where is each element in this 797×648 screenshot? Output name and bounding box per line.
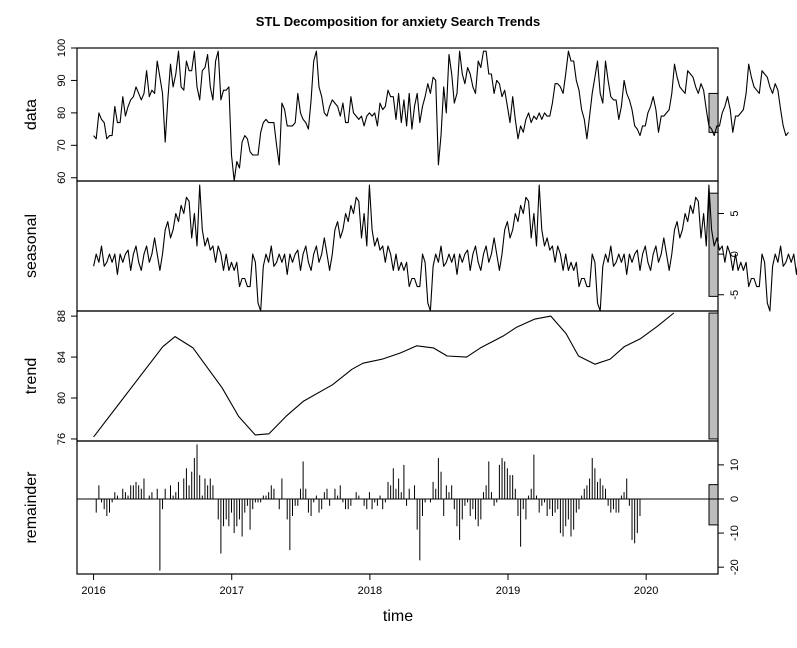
range-bar xyxy=(708,312,719,440)
panel-frame xyxy=(76,440,719,575)
y-tick-label: 60 xyxy=(56,172,68,184)
x-axis-label: time xyxy=(383,608,413,625)
panel-frame xyxy=(76,310,719,442)
y-tick-label: 90 xyxy=(56,74,68,86)
y-tick-label: 80 xyxy=(56,392,68,404)
panel-frame xyxy=(76,180,719,312)
range-bar xyxy=(708,92,719,133)
range-bar xyxy=(708,484,719,526)
y-tick-label: 0 xyxy=(729,496,741,502)
x-tick-label: 2019 xyxy=(496,585,520,597)
chart-title: STL Decomposition for anxiety Search Tre… xyxy=(256,14,540,29)
y-tick-label: 80 xyxy=(56,107,68,119)
y-tick-label: -10 xyxy=(729,525,741,541)
panel-data: data 60 70 80 90 100 xyxy=(23,39,789,184)
y-axis-label: seasonal xyxy=(23,214,40,278)
y-tick-label: 5 xyxy=(729,210,741,216)
x-tick-label: 2020 xyxy=(634,585,658,597)
y-axis-label: remainder xyxy=(23,471,40,544)
panel-trend: trend 76 80 84 88 xyxy=(23,310,719,445)
series-line-data xyxy=(93,50,789,182)
y-axis-label: trend xyxy=(23,358,40,394)
y-tick-label: 88 xyxy=(56,310,68,322)
y-tick-label: 10 xyxy=(729,459,741,471)
panel-frame xyxy=(76,47,719,182)
panel-remainder: remainder -20 -10 0 10 xyxy=(23,440,741,575)
y-axis-label: data xyxy=(23,99,40,130)
panels: data 60 70 80 90 100 seasonal -5 0 5 trend 76 80 84 88… xyxy=(23,39,797,575)
x-tick-label: 2016 xyxy=(81,585,105,597)
series-line-trend xyxy=(93,312,675,438)
panel-seasonal: seasonal-505 xyxy=(23,180,797,312)
y-tick-label: 100 xyxy=(56,39,68,57)
x-axis: 2016 2017 2018 2019 2020 xyxy=(81,574,658,597)
x-tick-label: 2017 xyxy=(219,585,243,597)
y-tick-label: -20 xyxy=(729,559,741,575)
series-line-seasonal xyxy=(93,184,797,312)
y-tick-label: -5 xyxy=(729,290,741,300)
y-tick-label: 70 xyxy=(56,139,68,151)
y-tick-label: 84 xyxy=(56,351,68,363)
y-tick-label: 76 xyxy=(56,433,68,445)
x-tick-label: 2018 xyxy=(358,585,382,597)
